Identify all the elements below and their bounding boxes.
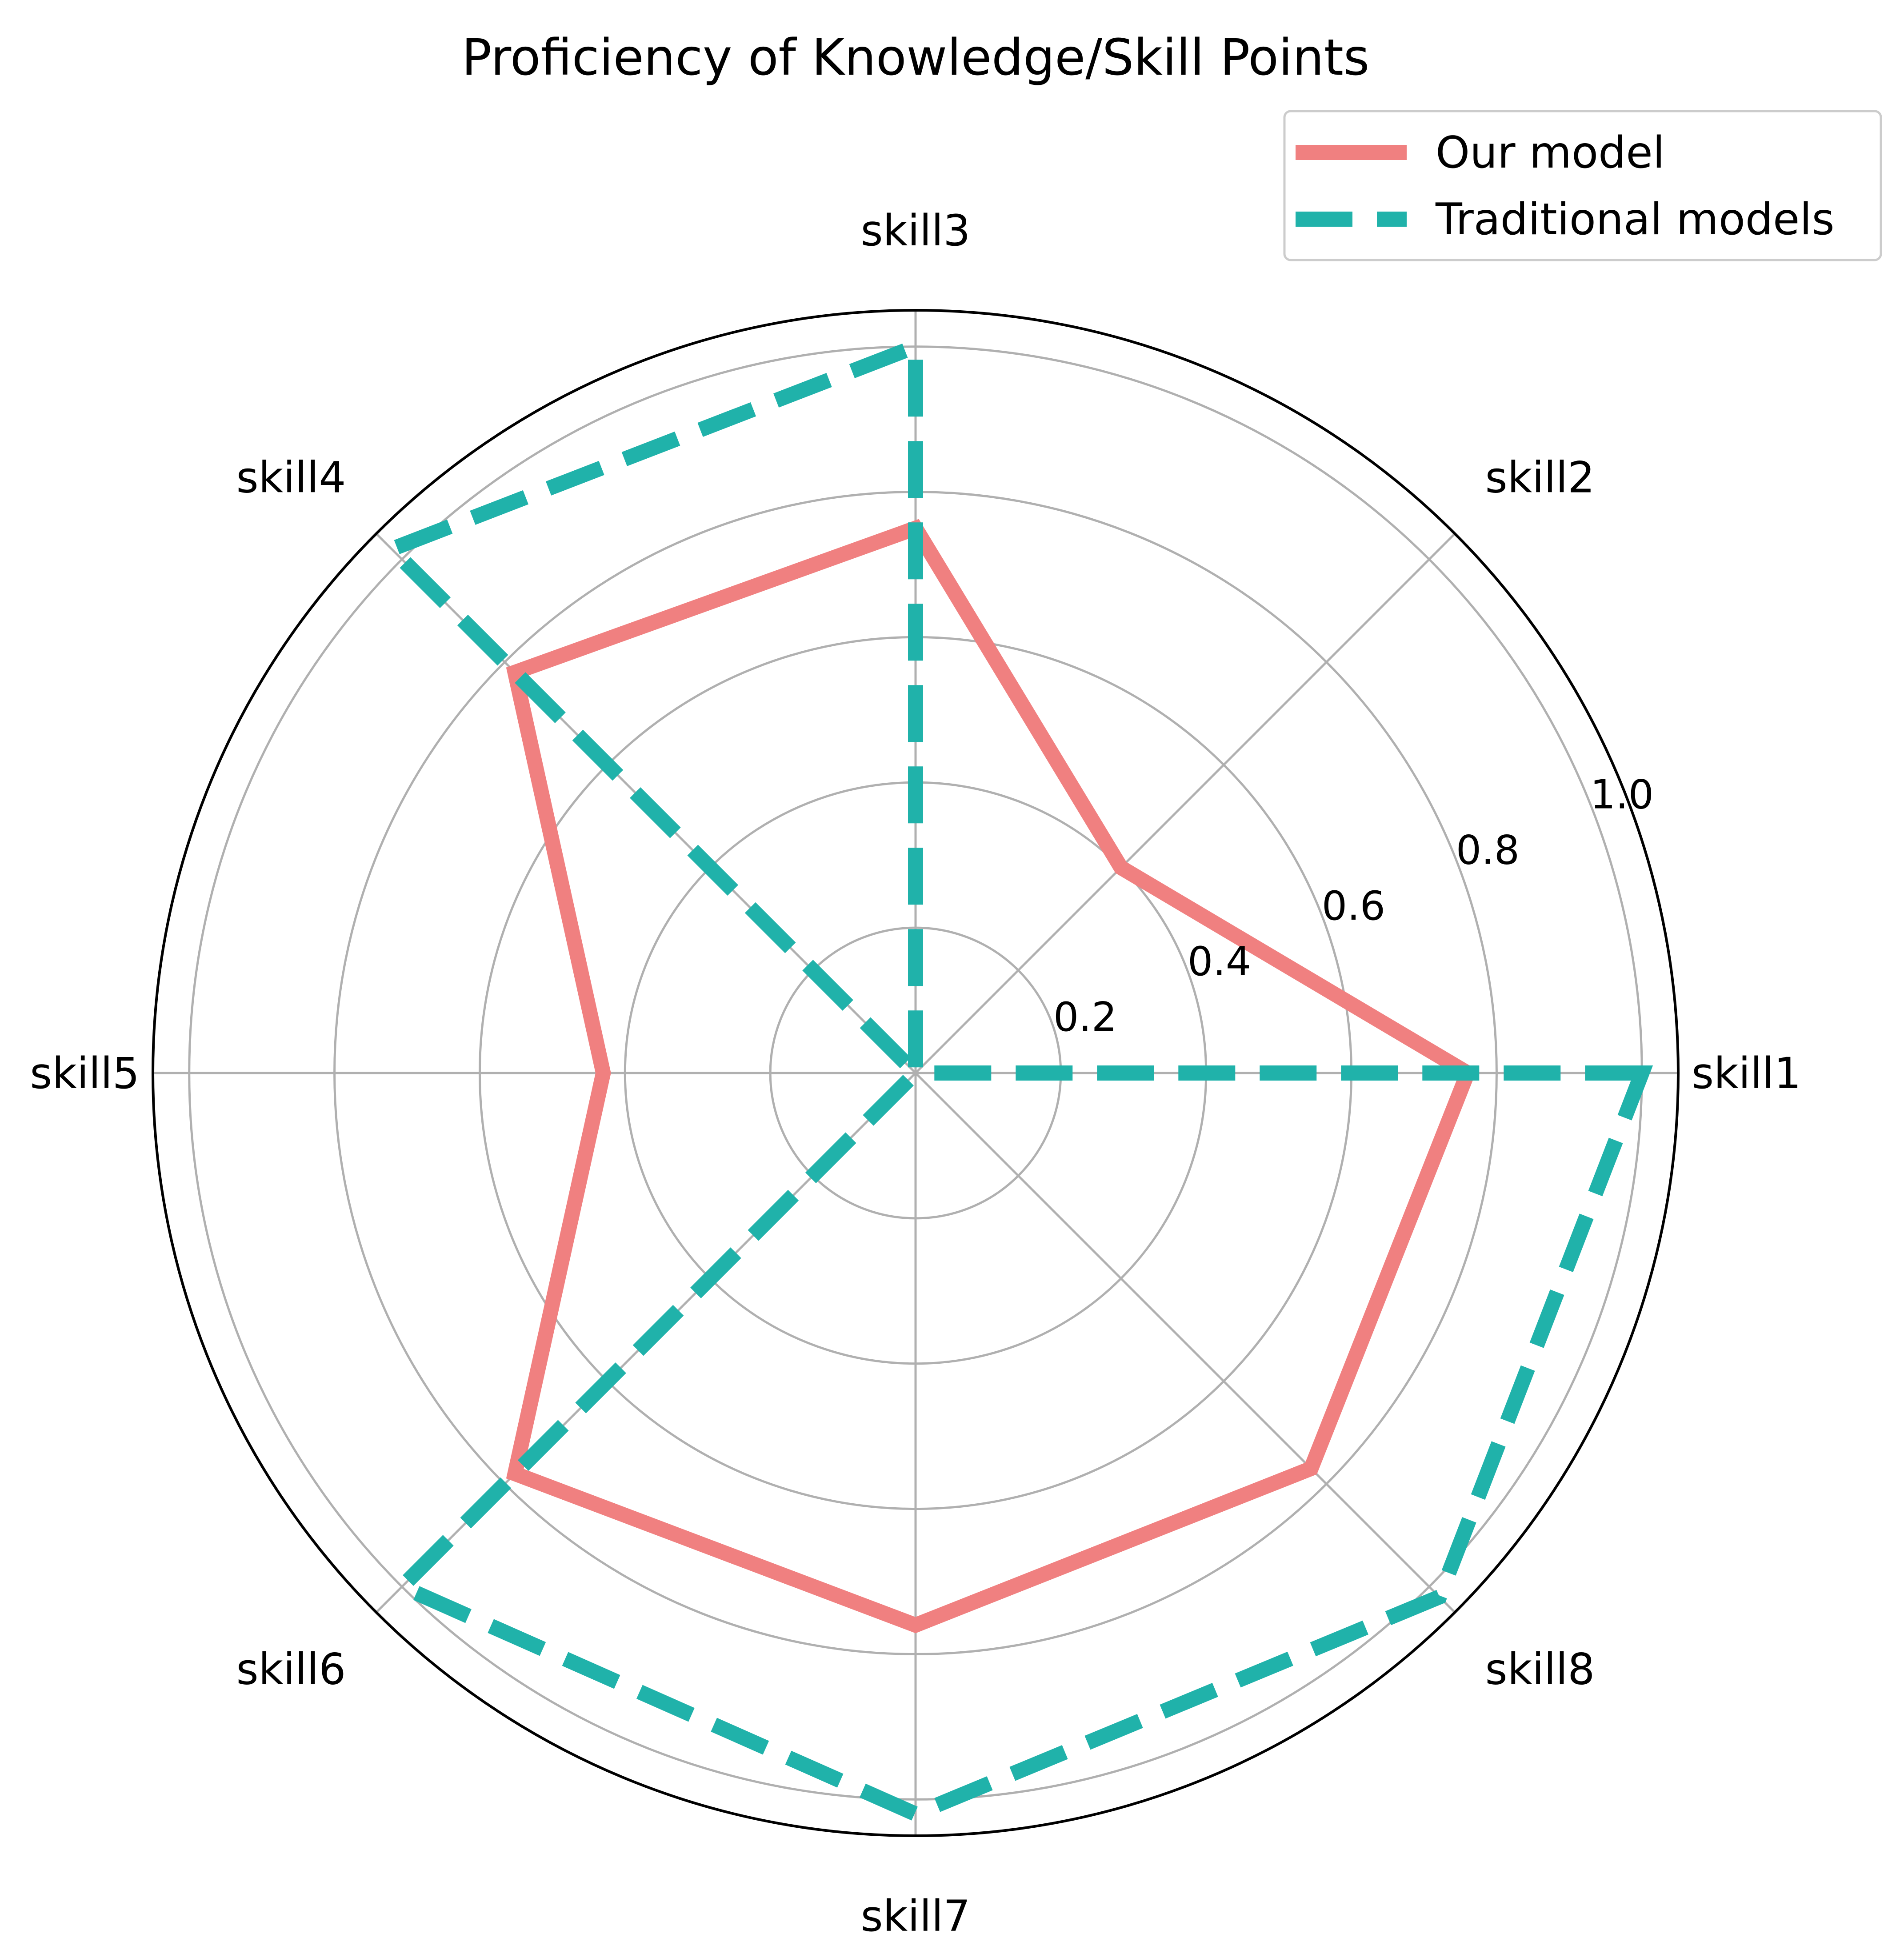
r-tick-label: 0.8: [1456, 827, 1520, 874]
legend-label-traditional-models: Traditional models: [1435, 194, 1835, 245]
axis-label-skill4: skill4: [236, 452, 346, 502]
series-line-our-model: [506, 519, 1477, 1634]
r-tick-label: 1.0: [1590, 772, 1654, 818]
polar-frame: [152, 309, 1680, 1837]
legend-box: [1283, 110, 1882, 261]
series-layer: [378, 335, 1653, 1822]
axis-label-skill7: skill7: [861, 1891, 971, 1941]
r-tick-label: 0.4: [1188, 938, 1251, 985]
legend: Our model Traditional models: [1283, 110, 1882, 261]
chart-title: Proficiency of Knowledge/Skill Points: [462, 29, 1370, 87]
spoke-skill8: [915, 1072, 1456, 1614]
axis-label-skill5: skill5: [30, 1049, 140, 1098]
axis-label-skill3: skill3: [861, 206, 971, 256]
spoke-skill2: [915, 533, 1456, 1074]
axis-label-skill8: skill8: [1485, 1645, 1595, 1694]
axis-label-skill6: skill6: [236, 1645, 346, 1694]
series-line-traditional-models: [378, 335, 1653, 1822]
axis-label-skill1: skill1: [1692, 1049, 1801, 1098]
r-tick-label: 0.6: [1322, 883, 1385, 929]
axis-label-skill2: skill2: [1485, 452, 1595, 502]
axis-labels: 0.2 0.4 0.6 0.8 1.0 skill1 skill2 skill3 skill4 s…: [30, 206, 1801, 1941]
r-tick-label: 0.2: [1053, 994, 1117, 1041]
legend-label-our-model: Our model: [1436, 128, 1665, 178]
